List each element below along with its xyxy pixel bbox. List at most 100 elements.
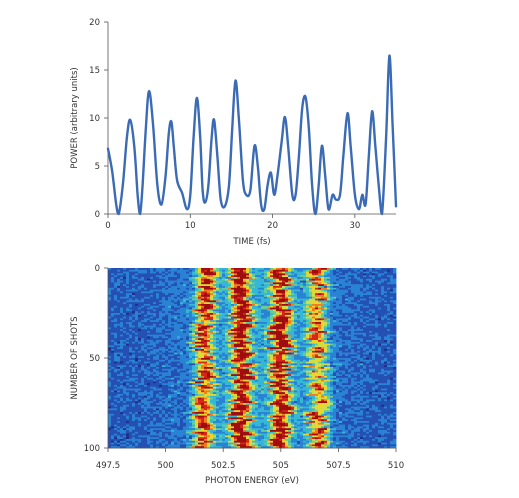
heatmap-cell xyxy=(360,352,364,355)
heatmap-cell xyxy=(270,331,274,334)
heatmap-cell xyxy=(393,282,397,285)
heatmap-cell xyxy=(132,307,136,310)
heatmap-cell xyxy=(171,347,175,350)
heatmap-cell xyxy=(282,291,286,294)
heatmap-cell xyxy=(168,358,172,361)
heatmap-cell xyxy=(129,304,133,307)
heatmap-cell xyxy=(210,302,214,305)
heatmap-cell xyxy=(255,350,259,353)
heatmap-cell xyxy=(294,277,298,280)
heatmap-cell xyxy=(237,268,241,271)
heatmap-cell xyxy=(288,293,292,296)
heatmap-cell xyxy=(108,343,112,346)
heatmap-cell xyxy=(366,329,370,332)
heatmap-cell xyxy=(237,275,241,278)
heatmap-cell xyxy=(267,298,271,301)
heatmap-cell xyxy=(126,296,130,299)
heatmap-cell xyxy=(261,280,265,283)
heatmap-cell xyxy=(279,298,283,301)
heatmap-cell xyxy=(291,268,295,271)
heatmap-cell xyxy=(393,350,397,353)
heatmap-cell xyxy=(276,341,280,344)
heatmap-cell xyxy=(318,349,322,352)
heatmap-cell xyxy=(264,314,268,317)
heatmap-cell xyxy=(285,289,289,292)
heatmap-cell xyxy=(297,300,301,303)
heatmap-cell xyxy=(366,318,370,321)
heatmap-cell xyxy=(306,273,310,276)
heatmap-cell xyxy=(348,282,352,285)
heatmap-cell xyxy=(384,287,388,290)
heatmap-cell xyxy=(222,323,226,326)
heatmap-cell xyxy=(225,314,229,317)
heatmap-cell xyxy=(180,341,184,344)
heatmap-cell xyxy=(225,354,229,357)
heatmap-cell xyxy=(111,287,115,290)
heatmap-cell xyxy=(114,286,118,289)
heatmap-cell xyxy=(111,268,115,271)
heatmap-cell xyxy=(219,332,223,335)
heatmap-cell xyxy=(324,271,328,274)
heatmap-cell xyxy=(129,350,133,353)
heatmap-cell xyxy=(147,349,151,352)
heatmap-cell xyxy=(114,347,118,350)
heatmap-cell xyxy=(183,305,187,308)
heatmap-cell xyxy=(345,345,349,348)
heatmap-cell xyxy=(207,313,211,316)
heatmap-cell xyxy=(336,277,340,280)
heatmap-cell xyxy=(282,275,286,278)
heatmap-cell xyxy=(189,300,193,303)
heatmap-cell xyxy=(186,284,190,287)
heatmap-cell xyxy=(156,273,160,276)
heatmap-cell xyxy=(171,273,175,276)
heatmap-cell xyxy=(243,282,247,285)
heatmap-cell xyxy=(360,350,364,353)
heatmap-cell xyxy=(186,359,190,362)
heatmap-cell xyxy=(342,268,346,271)
heatmap-cell xyxy=(210,273,214,276)
heatmap-cell xyxy=(135,284,139,287)
heatmap-cell xyxy=(321,271,325,274)
heatmap-cell xyxy=(177,325,181,328)
heatmap-cell xyxy=(225,305,229,308)
heatmap-cell xyxy=(273,338,277,341)
heatmap-cell xyxy=(195,354,199,357)
heatmap-cell xyxy=(267,295,271,298)
heatmap-cell xyxy=(243,359,247,362)
heatmap-cell xyxy=(315,356,319,359)
heatmap-cell xyxy=(345,329,349,332)
heatmap-cell xyxy=(237,307,241,310)
heatmap-cell xyxy=(339,295,343,298)
heatmap-cell xyxy=(336,325,340,328)
heatmap-cell xyxy=(210,343,214,346)
heatmap-cell xyxy=(147,300,151,303)
heatmap-cell xyxy=(369,352,373,355)
heatmap-cell xyxy=(282,352,286,355)
heatmap-cell xyxy=(384,304,388,307)
heatmap-cell xyxy=(144,356,148,359)
heatmap-cell xyxy=(303,331,307,334)
heatmap-cell xyxy=(135,350,139,353)
heatmap-cell xyxy=(204,291,208,294)
heatmap-cell xyxy=(279,311,283,314)
heatmap-cell xyxy=(237,287,241,290)
heatmap-cell xyxy=(123,302,127,305)
heatmap-cell xyxy=(207,352,211,355)
heatmap-cell xyxy=(117,280,121,283)
heatmap-cell xyxy=(120,273,124,276)
heatmap-cell xyxy=(219,323,223,326)
heatmap-cell xyxy=(309,314,313,317)
heatmap-cell xyxy=(303,307,307,310)
heatmap-cell xyxy=(231,302,235,305)
heatmap-cell xyxy=(294,269,298,272)
heatmap-cell xyxy=(135,286,139,289)
heatmap-cell xyxy=(183,268,187,271)
top-xtick-label: 0 xyxy=(105,221,110,231)
heatmap-cell xyxy=(204,329,208,332)
heatmap-cell xyxy=(267,314,271,317)
heatmap-cell xyxy=(207,358,211,361)
heatmap-cell xyxy=(330,340,334,343)
heatmap-cell xyxy=(336,311,340,314)
heatmap-cell xyxy=(384,277,388,280)
heatmap-cell xyxy=(285,340,289,343)
